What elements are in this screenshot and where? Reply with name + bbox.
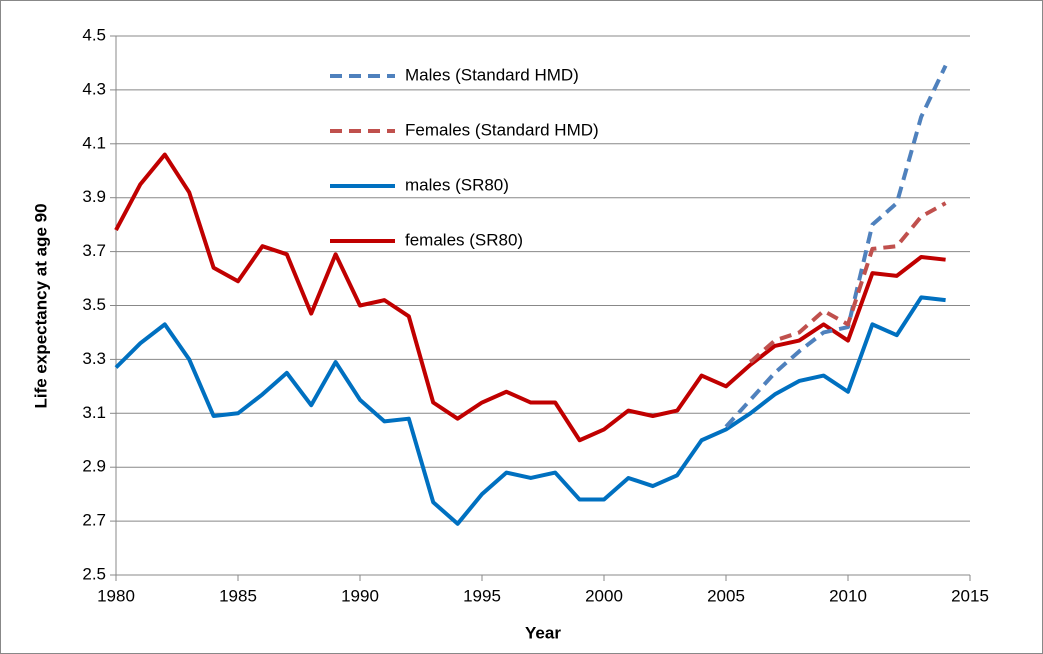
x-tick-label: 1985: [219, 586, 257, 605]
x-tick-label: 1995: [463, 586, 501, 605]
y-tick-label: 3.9: [82, 187, 106, 206]
legend-label: males (SR80): [405, 175, 509, 194]
y-tick-label: 2.9: [82, 457, 106, 476]
legend-label: females (SR80): [405, 230, 523, 249]
y-tick-label: 4.1: [82, 133, 106, 152]
y-tick-label: 2.7: [82, 511, 106, 530]
y-tick-label: 3.1: [82, 403, 106, 422]
y-tick-label: 3.3: [82, 349, 106, 368]
y-tick-label: 4.5: [82, 25, 106, 44]
legend-label: Females (Standard HMD): [405, 120, 599, 139]
x-tick-label: 2010: [829, 586, 867, 605]
x-tick-label: 2015: [951, 586, 989, 605]
y-tick-label: 4.3: [82, 79, 106, 98]
y-tick-label: 3.5: [82, 295, 106, 314]
series-line: [114, 295, 946, 526]
x-tick-label: 1980: [97, 586, 135, 605]
y-tick-label: 3.7: [82, 241, 106, 260]
x-tick-label: 1990: [341, 586, 379, 605]
x-tick-label: 2000: [585, 586, 623, 605]
y-axis-title: Life expectancy at age 90: [31, 203, 50, 408]
legend-label: Males (Standard HMD): [405, 65, 579, 84]
series-line: [724, 64, 948, 429]
x-tick-label: 2005: [707, 586, 745, 605]
series-line: [114, 152, 946, 443]
x-axis-title: Year: [525, 623, 561, 642]
series-line: [749, 201, 947, 364]
y-tick-label: 2.5: [82, 564, 106, 583]
